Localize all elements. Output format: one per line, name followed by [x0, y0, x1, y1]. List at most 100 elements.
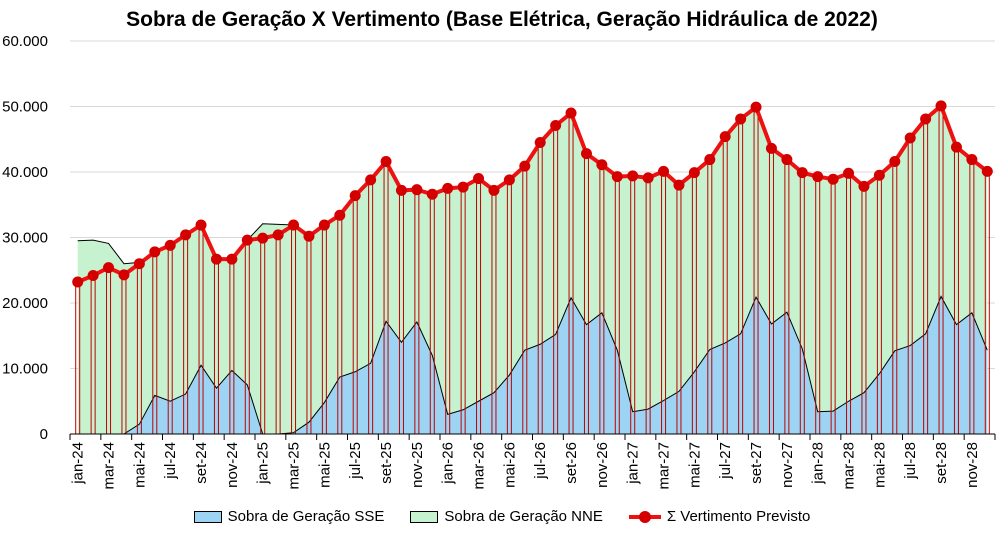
legend-item-sse: Sobra de Geração SSE	[193, 508, 385, 525]
point-vertimento	[488, 184, 500, 196]
point-vertimento	[719, 131, 731, 143]
point-vertimento	[195, 219, 207, 231]
x-tick-label: jul-26	[532, 442, 549, 480]
x-tick-label: mar-25	[286, 442, 303, 490]
point-vertimento	[534, 137, 546, 149]
point-vertimento	[920, 113, 932, 125]
chart-plot: 0 10.000 20.000 30.000 40.000 50.000 60.000 jan…	[2, 33, 996, 490]
legend-label-nne: Sobra de Geração NNE	[444, 508, 603, 525]
point-vertimento	[473, 173, 485, 185]
point-vertimento	[180, 229, 192, 241]
x-tick-label: mar-24	[101, 442, 118, 490]
x-tick-label: mar-28	[841, 442, 858, 490]
y-tick-label: 20.000	[2, 295, 48, 312]
x-tick-label: jan-27	[625, 442, 642, 485]
point-vertimento	[750, 101, 762, 113]
y-tick-label: 10.000	[2, 361, 48, 378]
point-vertimento	[935, 100, 947, 112]
x-tick-label: nov-25	[409, 442, 426, 488]
point-vertimento	[981, 165, 993, 177]
x-tick-label: mar-27	[656, 442, 673, 490]
point-vertimento	[210, 253, 222, 265]
x-tick-label: mai-27	[686, 442, 703, 488]
x-tick-label: nov-28	[964, 442, 981, 488]
point-vertimento	[118, 269, 130, 281]
point-vertimento	[519, 160, 531, 172]
y-tick-label: 0	[40, 426, 48, 443]
point-vertimento	[735, 113, 747, 125]
x-tick-label: nov-26	[594, 442, 611, 488]
legend-swatch-vertimento	[628, 510, 661, 524]
legend-item-vertimento: Σ Vertimento Previsto	[628, 508, 810, 525]
point-vertimento	[442, 182, 454, 194]
x-tick-label: jul-25	[347, 442, 364, 480]
point-vertimento	[781, 154, 793, 166]
point-vertimento	[226, 253, 238, 265]
point-vertimento	[812, 171, 824, 183]
point-vertimento	[673, 179, 685, 191]
point-vertimento	[889, 156, 901, 168]
point-vertimento	[580, 148, 592, 160]
point-vertimento	[966, 154, 978, 166]
area-sse	[77, 296, 988, 434]
x-tick-label: jan-26	[440, 442, 457, 485]
point-vertimento	[395, 184, 407, 196]
point-vertimento	[426, 188, 438, 200]
point-vertimento	[503, 174, 515, 186]
point-vertimento	[704, 154, 716, 166]
point-vertimento	[288, 219, 300, 231]
x-tick-label: mai-25	[316, 442, 333, 488]
x-tick-label: set-27	[748, 442, 765, 484]
point-vertimento	[642, 172, 654, 184]
area-sse-outline	[77, 295, 988, 435]
point-vertimento	[365, 174, 377, 186]
point-vertimento	[827, 173, 839, 185]
x-tick-label: set-25	[378, 442, 395, 484]
point-vertimento	[164, 239, 176, 251]
x-tick-label: set-24	[193, 442, 210, 484]
y-tick-label: 60.000	[2, 33, 48, 50]
x-tick-label: jan-24	[70, 442, 87, 485]
point-vertimento	[380, 156, 392, 168]
legend-swatch-sse	[193, 510, 222, 523]
point-vertimento	[272, 229, 284, 241]
point-vertimento	[318, 219, 330, 231]
y-tick-label: 50.000	[2, 99, 48, 116]
point-vertimento	[796, 167, 808, 179]
point-vertimento	[950, 141, 962, 153]
point-vertimento	[627, 170, 639, 182]
x-tick-label: nov-24	[224, 442, 241, 488]
point-vertimento	[149, 246, 161, 258]
point-vertimento	[858, 180, 870, 192]
x-tick-label: mai-28	[871, 442, 888, 488]
point-vertimento	[241, 234, 253, 246]
x-tick-label: set-26	[563, 442, 580, 484]
x-tick-label: mai-24	[131, 442, 148, 488]
point-vertimento	[904, 132, 916, 144]
point-vertimento	[688, 167, 700, 179]
point-vertimento	[349, 190, 361, 202]
legend-swatch-nne	[410, 510, 439, 523]
point-vertimento	[87, 269, 99, 281]
x-tick-label: jul-24	[162, 442, 179, 480]
point-vertimento	[103, 262, 115, 274]
point-vertimento	[457, 181, 469, 193]
point-vertimento	[72, 276, 84, 288]
point-vertimento	[303, 230, 315, 242]
point-vertimento	[334, 209, 346, 221]
x-tick-label: jul-28	[902, 442, 919, 480]
point-vertimento	[596, 159, 608, 171]
point-vertimento	[411, 184, 423, 196]
point-vertimento	[611, 171, 623, 183]
point-vertimento	[550, 119, 562, 131]
y-tick-label: 40.000	[2, 164, 48, 181]
point-vertimento	[765, 142, 777, 154]
legend-item-nne: Sobra de Geração NNE	[410, 508, 603, 525]
x-tick-label: nov-27	[779, 442, 796, 488]
x-tick-label: jan-28	[810, 442, 827, 485]
x-tick-label: jul-27	[717, 442, 734, 480]
point-vertimento	[133, 258, 145, 270]
legend-label-sse: Sobra de Geração SSE	[227, 508, 385, 525]
point-vertimento	[257, 232, 269, 244]
point-vertimento	[873, 169, 885, 181]
